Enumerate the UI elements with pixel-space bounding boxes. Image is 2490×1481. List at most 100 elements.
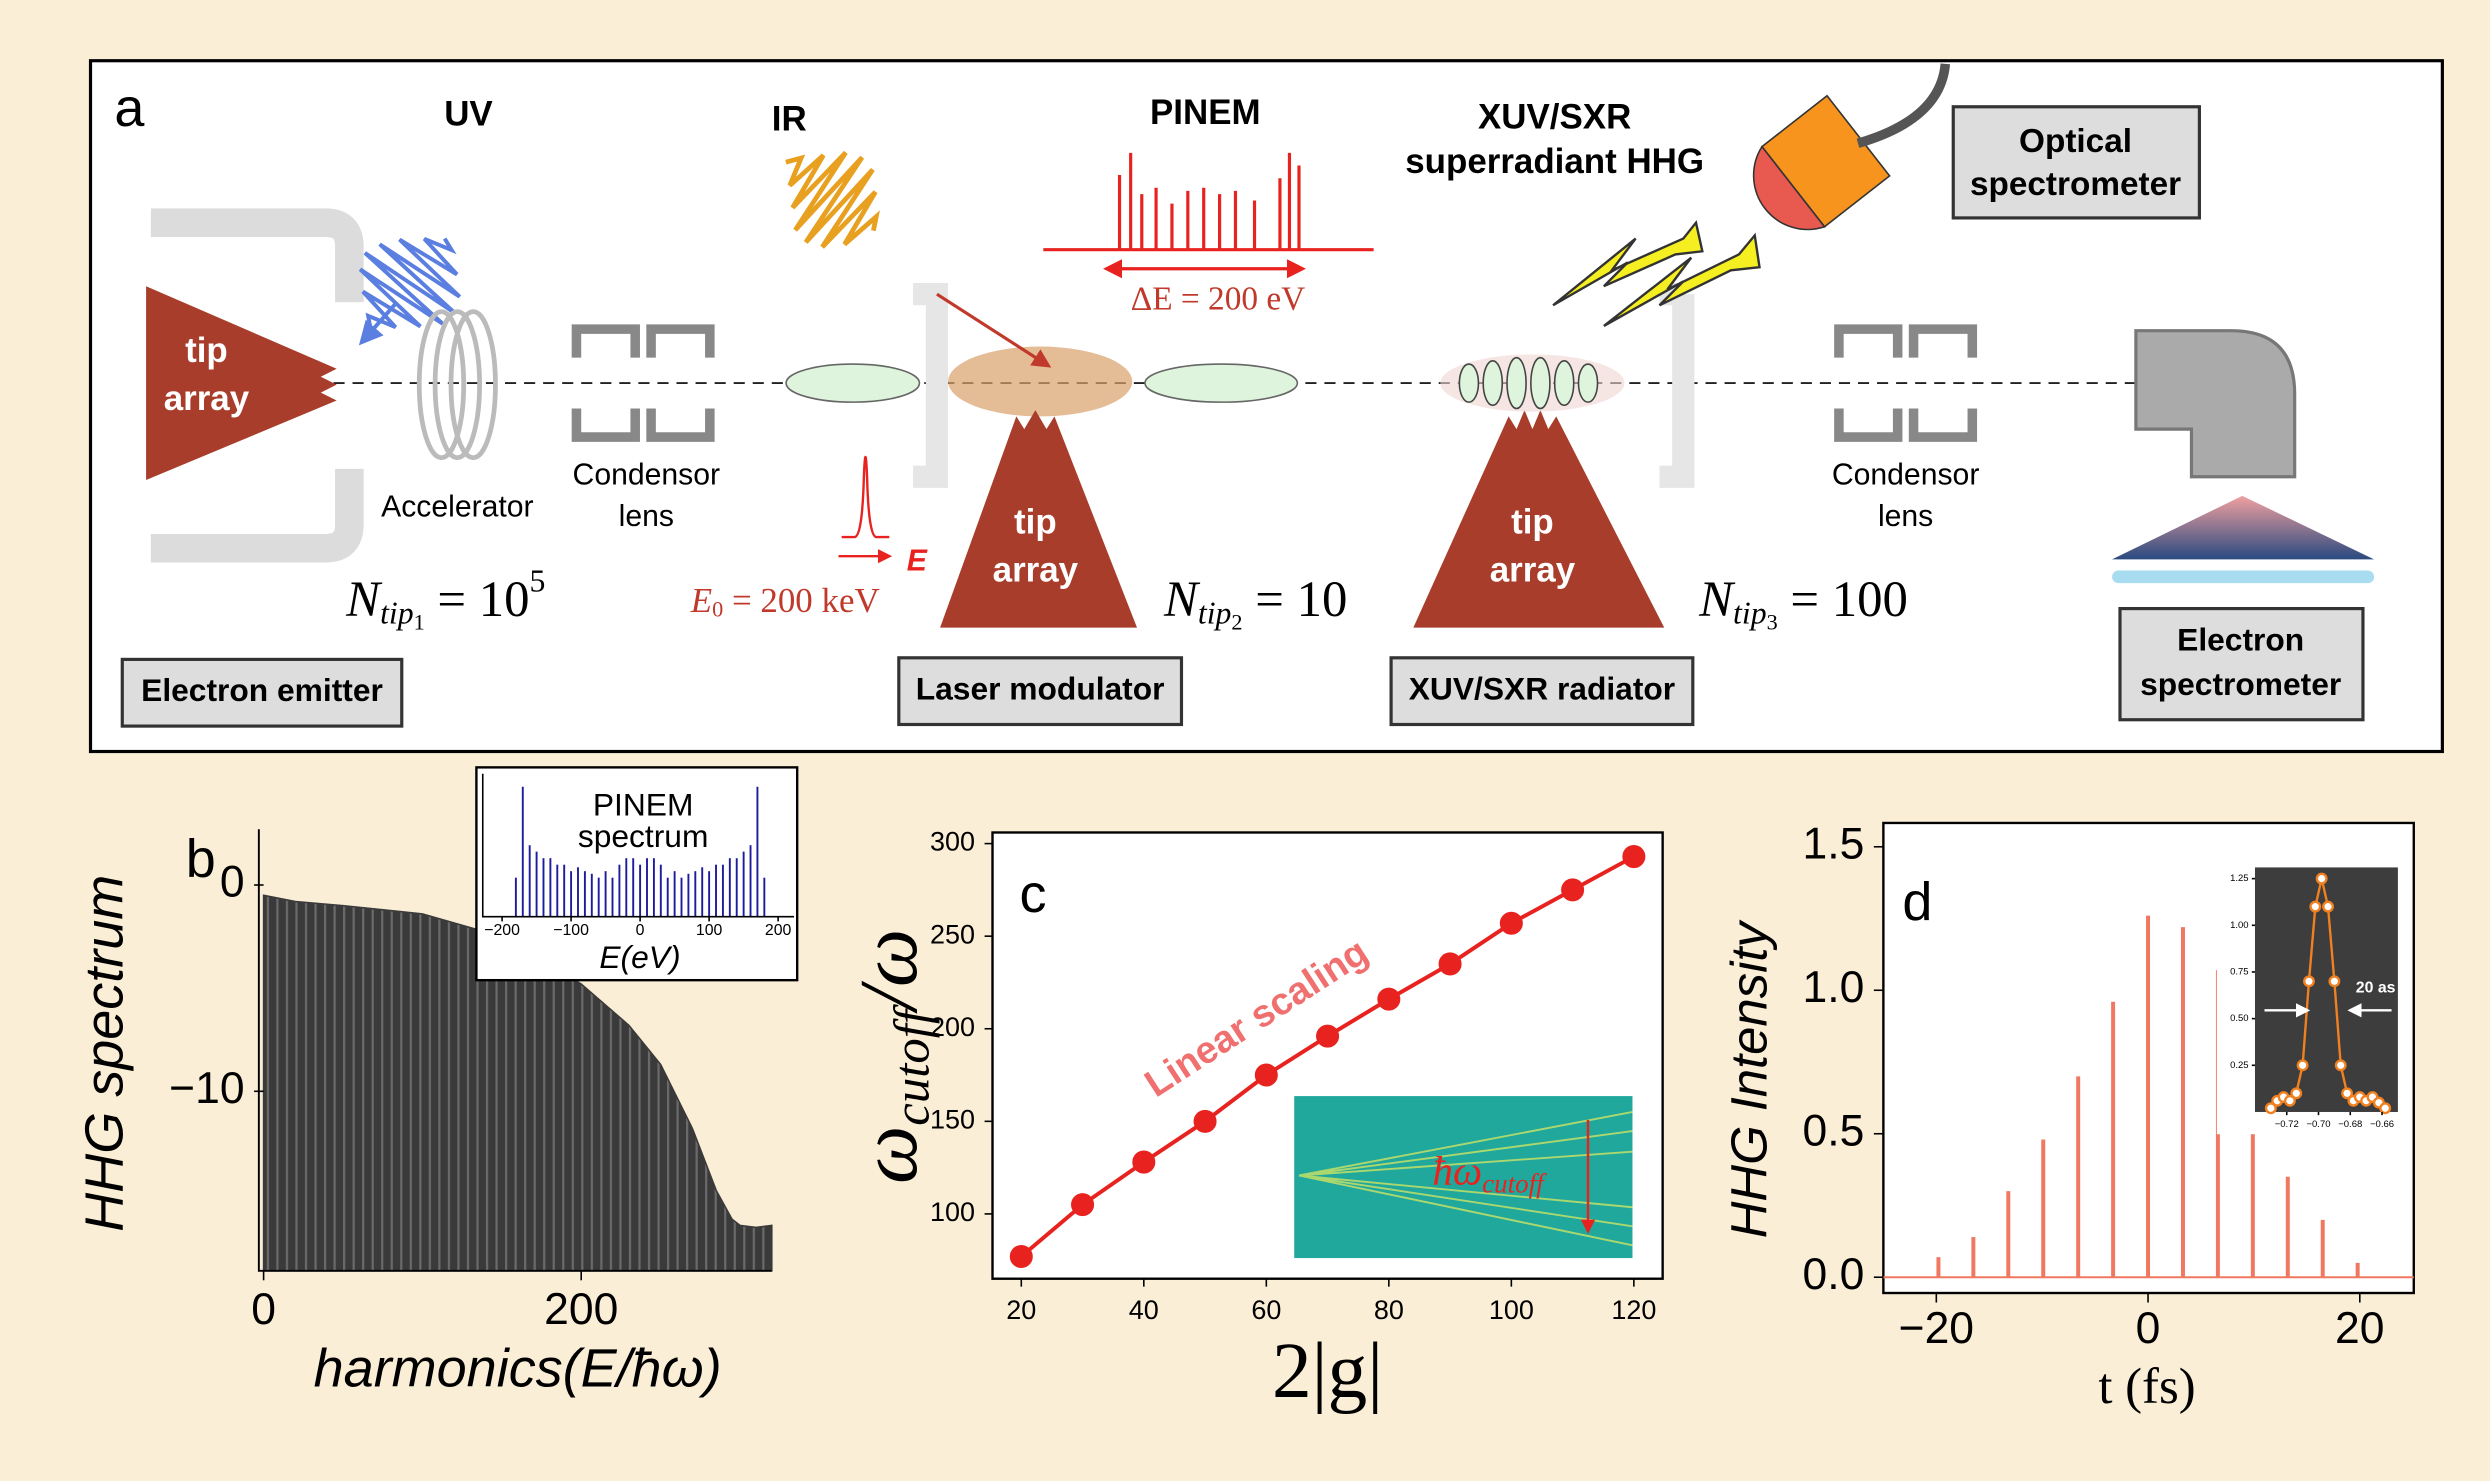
n-tip-label: Ntip3 = 100 <box>1698 570 1908 634</box>
tip-label: tip <box>1511 503 1554 542</box>
y-axis-label: HHG spectrum <box>74 875 134 1232</box>
x-tick-label: 120 <box>1611 1295 1656 1325</box>
data-point <box>1195 1111 1216 1132</box>
data-point <box>2317 874 2327 884</box>
y-tick-label: 1.0 <box>1803 963 1865 1012</box>
main: ħω <box>1432 1148 1482 1194</box>
pinem-label: PINEM <box>1150 93 1261 132</box>
data-point <box>2336 1061 2346 1071</box>
panel-label: d <box>1902 872 1932 932</box>
rest: = 100 <box>1778 570 1908 626</box>
subscript: tip <box>1733 596 1767 631</box>
symbol: N <box>345 570 383 626</box>
condensor-label: lens <box>1878 500 1933 533</box>
x-tick-label: −20 <box>1899 1304 1974 1353</box>
subscript: 0 <box>712 597 723 622</box>
box-label: Electron emitter <box>141 672 383 708</box>
x-tick-label: 100 <box>1489 1295 1534 1325</box>
rest: = 200 keV <box>723 581 879 620</box>
energy-axis-label: E <box>907 544 928 577</box>
tip-label: array <box>164 379 250 418</box>
ir-label: IR <box>772 99 807 138</box>
y-tick-label: 0.0 <box>1803 1250 1865 1299</box>
detector-bar <box>2112 570 2374 583</box>
panel-label: c <box>1020 864 1047 924</box>
symbol: N <box>1698 570 1736 626</box>
data-point <box>1379 989 1400 1010</box>
x-tick-label: 0 <box>251 1285 276 1334</box>
inset-title: spectrum <box>578 818 709 854</box>
condensor-label: lens <box>619 500 674 533</box>
tip-label: array <box>1490 550 1576 589</box>
data-point <box>1133 1152 1154 1173</box>
panel-label: b <box>186 829 216 889</box>
y-tick-label: −10 <box>169 1064 244 1113</box>
subscript: tip <box>380 596 414 631</box>
x-tick-label: 200 <box>765 922 792 939</box>
data-point <box>1501 913 1522 934</box>
optical-label: Optical <box>2019 123 2132 160</box>
x-tick-label: −0.70 <box>2306 1119 2330 1130</box>
y-tick-label: 250 <box>930 919 975 949</box>
x-tick-label: 40 <box>1129 1295 1159 1325</box>
xuv-title: XUV/SXR <box>1478 98 1631 137</box>
figure: a tip array UV Accelerator Condensor len… <box>0 0 2490 1476</box>
rest: = 10 <box>1243 570 1348 626</box>
data-point <box>1562 880 1583 901</box>
y-axis-label: HHG Intensity <box>1721 920 1778 1239</box>
data-point <box>1317 1026 1338 1047</box>
annotation: 20 as <box>2356 979 2396 996</box>
page: {"diagram": {"panel_label": "a", "uv": "… <box>0 0 2490 1476</box>
x-axis-label: 2|g| <box>1272 1327 1383 1415</box>
superscript: 5 <box>530 564 546 599</box>
n-tip-label: Ntip2 = 10 <box>1163 570 1347 634</box>
interaction-region <box>948 347 1132 417</box>
x-tick-label: 60 <box>1251 1295 1281 1325</box>
subscript: cutoff <box>1482 1169 1547 1199</box>
rest: = 10 <box>425 570 530 626</box>
index: 2 <box>1231 610 1242 635</box>
optical-label: spectrometer <box>1970 166 2181 203</box>
rest: /ω <box>842 929 934 1014</box>
panel-a: a tip array UV Accelerator Condensor len… <box>91 61 2443 752</box>
y-tick-label: 300 <box>930 827 975 857</box>
data-point <box>2304 977 2314 987</box>
electron-pulse <box>1145 364 1297 402</box>
y-tick-label: 200 <box>930 1012 975 1042</box>
x-tick-label: −0.66 <box>2370 1119 2394 1130</box>
data-point <box>1011 1246 1032 1267</box>
inset-c: ħωcutoff <box>1294 1096 1632 1258</box>
index: 1 <box>414 610 425 635</box>
data-point <box>2380 1103 2390 1113</box>
x-tick-label: −0.72 <box>2275 1119 2299 1130</box>
main: ω <box>842 1126 934 1184</box>
x-tick-label: 200 <box>544 1285 618 1334</box>
x-tick-label: 80 <box>1374 1295 1404 1325</box>
y-tick-label: 0 <box>220 858 245 907</box>
data-point <box>1624 846 1645 867</box>
inset-title: PINEM <box>593 786 694 822</box>
x-axis-label: harmonics(E/ħω) <box>314 1339 722 1399</box>
accelerator-label: Accelerator <box>381 491 534 524</box>
x-tick-label: −0.68 <box>2338 1119 2362 1130</box>
x-tick-label: 20 <box>2335 1304 2384 1353</box>
y-tick-label: 1.5 <box>1803 820 1865 869</box>
n-tip-label: Ntip1 = 105 <box>345 564 545 635</box>
y-tick-label: 0.75 <box>2230 966 2249 977</box>
y-axis-label: ωcutoff/ω <box>842 929 939 1184</box>
electron-pulse <box>786 364 919 402</box>
subscript: tip <box>1198 596 1232 631</box>
x-tick-label: 100 <box>696 922 723 939</box>
data-point <box>2298 1061 2308 1071</box>
box-label: Electron <box>2177 621 2304 657</box>
panel-label: a <box>114 78 145 138</box>
box-label: spectrometer <box>2140 666 2341 702</box>
y-tick-label: 0.50 <box>2230 1013 2249 1024</box>
x-tick-label: −200 <box>484 922 520 939</box>
y-tick-label: 1.25 <box>2230 873 2249 884</box>
tip-label: array <box>993 550 1079 589</box>
y-tick-label: 100 <box>930 1197 975 1227</box>
x-tick-label: 0 <box>2136 1304 2161 1353</box>
data-point <box>2330 977 2340 987</box>
condensor-label: Condensor <box>573 459 721 492</box>
